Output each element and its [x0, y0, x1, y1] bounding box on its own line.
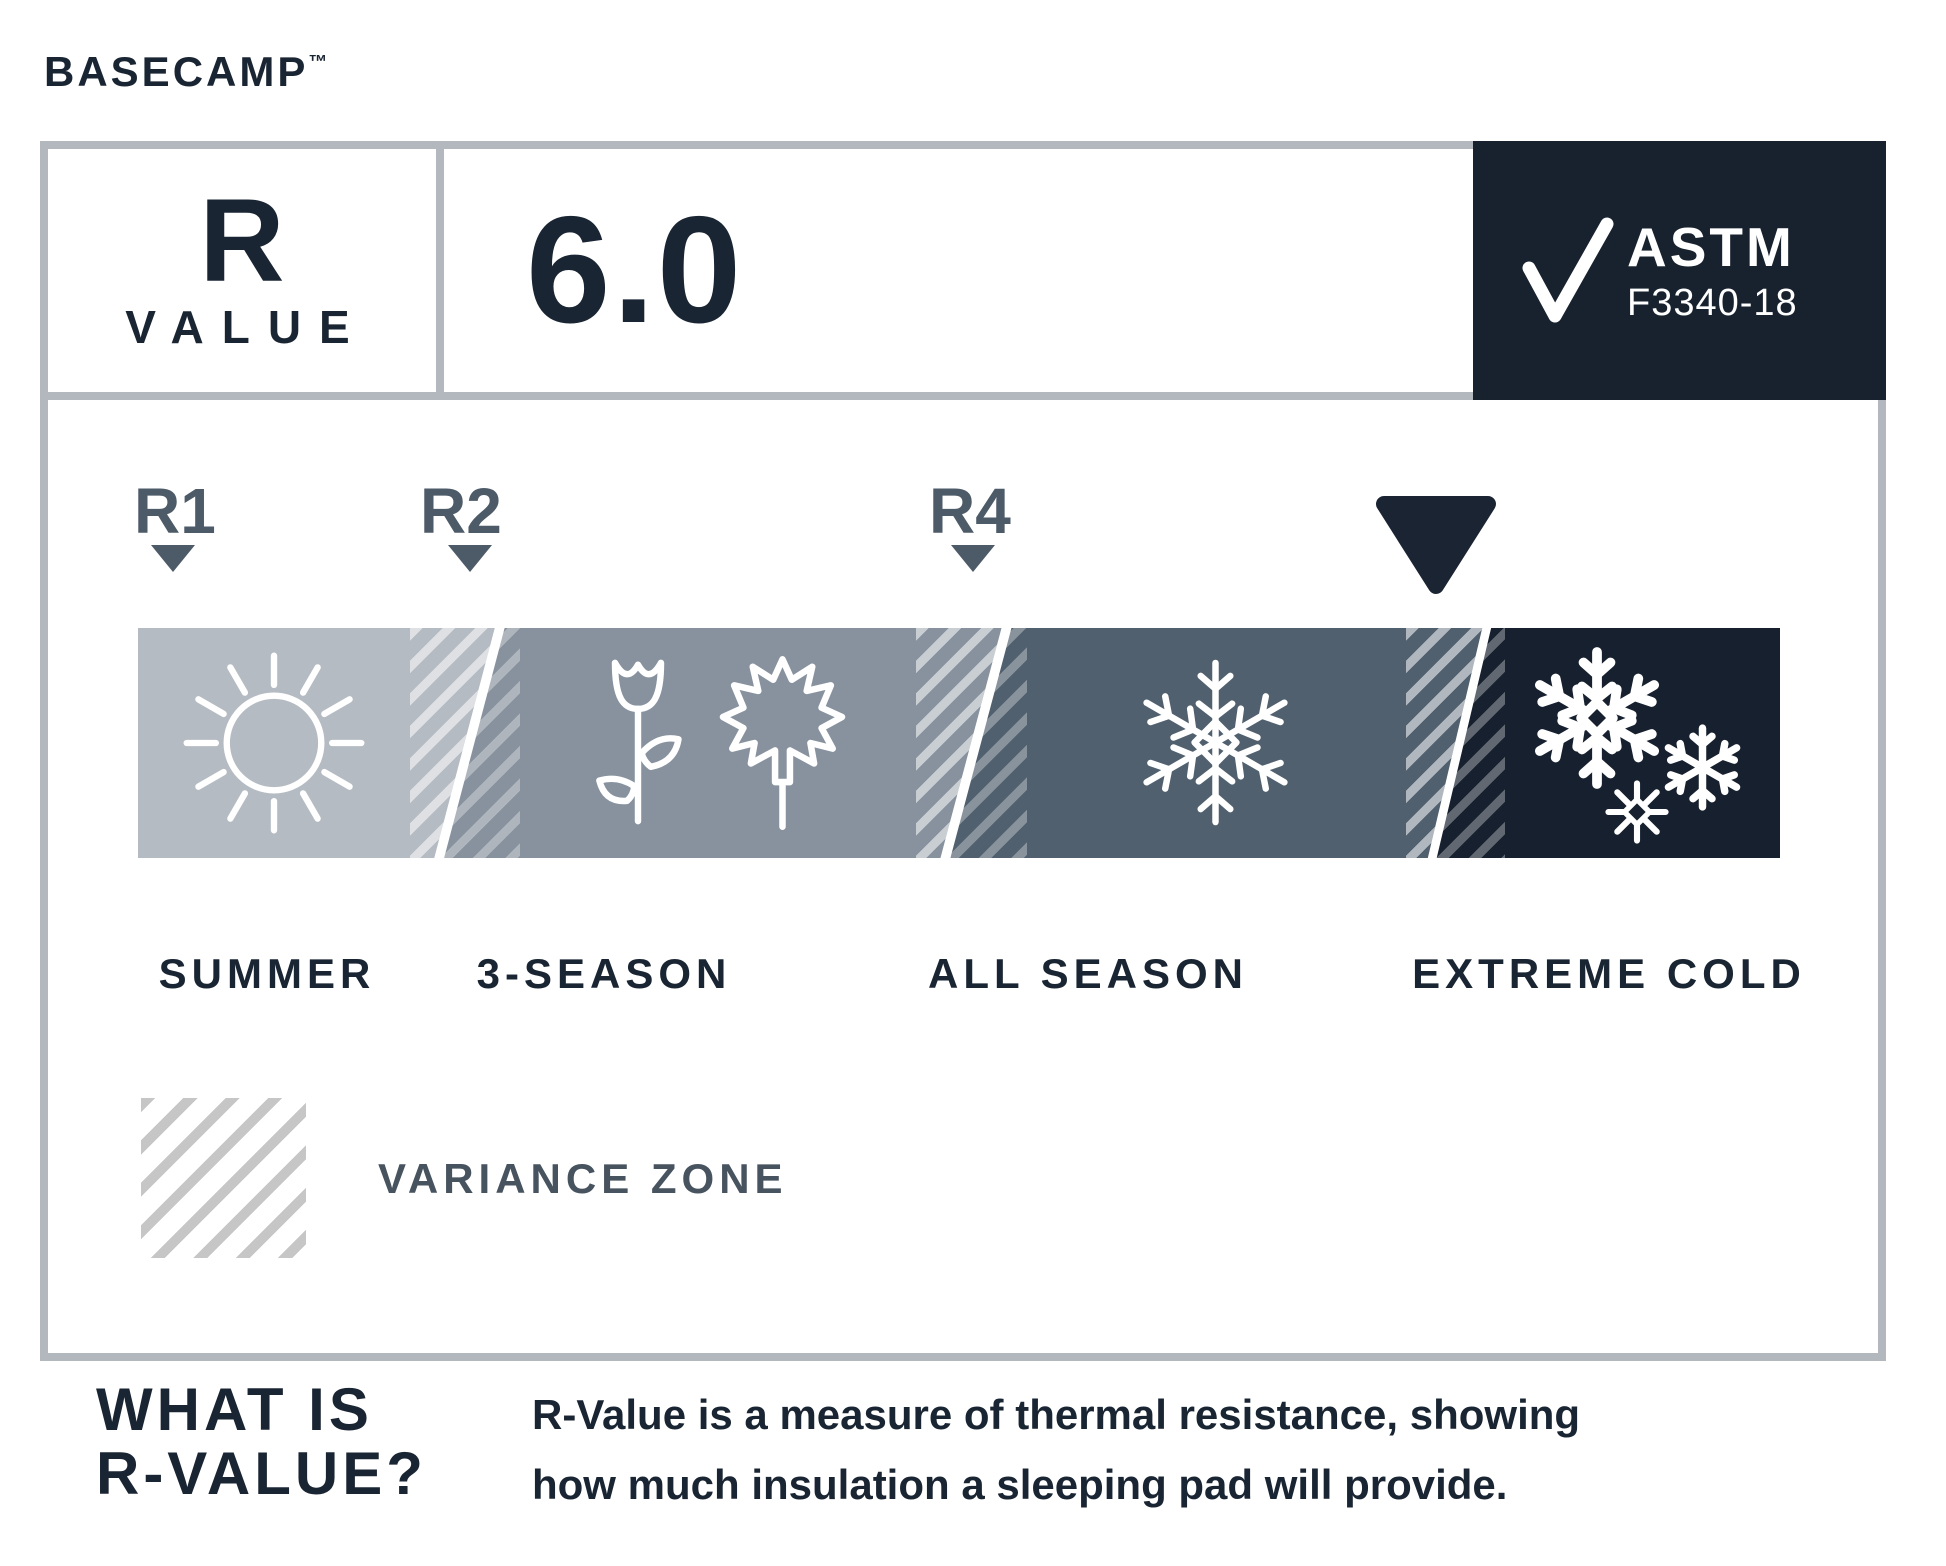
info-body: R-Value is a measure of thermal resistan…: [532, 1380, 1580, 1520]
zone-3-season: [520, 628, 916, 858]
checkmark-icon: [1517, 212, 1617, 330]
zone-label-3-season: 3-SEASON: [476, 950, 732, 997]
zone-label-all-season: ALL SEASON: [928, 950, 1248, 997]
marker-triangle-icon-r1: [151, 545, 195, 572]
info-body-line1: R-Value is a measure of thermal resistan…: [532, 1391, 1581, 1438]
info-heading-line1: WHAT IS: [96, 1376, 373, 1443]
rvalue-label-cell: R VALUE: [48, 149, 436, 392]
astm-code: F3340-18: [1627, 281, 1798, 324]
zone-label-extreme-cold: EXTREME COLD: [1412, 950, 1806, 997]
marker-label-r4: R4: [929, 475, 1011, 547]
current-value-pointer-icon: [1376, 496, 1496, 594]
brand-title: BASECAMP™: [44, 48, 327, 96]
rvalue-number-cell: 6.0: [444, 149, 1513, 392]
marker-label-r1: R1: [134, 475, 216, 547]
rvalue-letter: R: [199, 175, 285, 308]
astm-name: ASTM: [1627, 215, 1795, 278]
variance-zone-1: [410, 628, 520, 858]
snowflake-small-icon: [1603, 778, 1671, 846]
rvalue-number: 6.0: [526, 185, 744, 355]
zone-label-summer: SUMMER: [158, 950, 376, 997]
trademark-symbol: ™: [308, 52, 328, 73]
marker-label-r2: R2: [420, 475, 502, 547]
variance-hatch-swatch: [141, 1098, 306, 1258]
maple-leaf-icon: [710, 650, 855, 836]
zone-summer: [138, 628, 410, 858]
rvalue-word: VALUE: [125, 300, 368, 353]
info-heading-line2: R-VALUE?: [96, 1440, 427, 1507]
snowflake-large-icon: [1522, 643, 1672, 793]
variance-zone-2: [916, 628, 1027, 858]
astm-badge-text: ASTM F3340-18: [1627, 215, 1798, 324]
marker-triangle-icon-r4: [951, 545, 995, 572]
info-heading: WHAT IS R-VALUE?: [96, 1378, 427, 1506]
rvalue-scale-band: [138, 628, 1780, 858]
zone-extreme-cold: [1505, 628, 1780, 858]
horizontal-divider: [48, 392, 1878, 400]
vertical-divider: [436, 149, 444, 400]
marker-triangle-icon-r2: [448, 545, 492, 572]
zone-all-season: [1027, 628, 1406, 858]
sun-icon: [174, 643, 374, 843]
variance-zone-label: VARIANCE ZONE: [378, 1155, 788, 1202]
variance-zone-3: [1406, 628, 1505, 858]
astm-badge: ASTM F3340-18: [1473, 141, 1886, 400]
tulip-icon: [592, 650, 684, 834]
info-body-line2: how much insulation a sleeping pad will …: [532, 1461, 1508, 1508]
brand-name: BASECAMP: [44, 48, 309, 95]
snowflake-outline-icon: [1123, 650, 1308, 835]
rvalue-panel: R VALUE 6.0 ASTM F3340-18 R1 R2 R4: [40, 141, 1886, 1361]
